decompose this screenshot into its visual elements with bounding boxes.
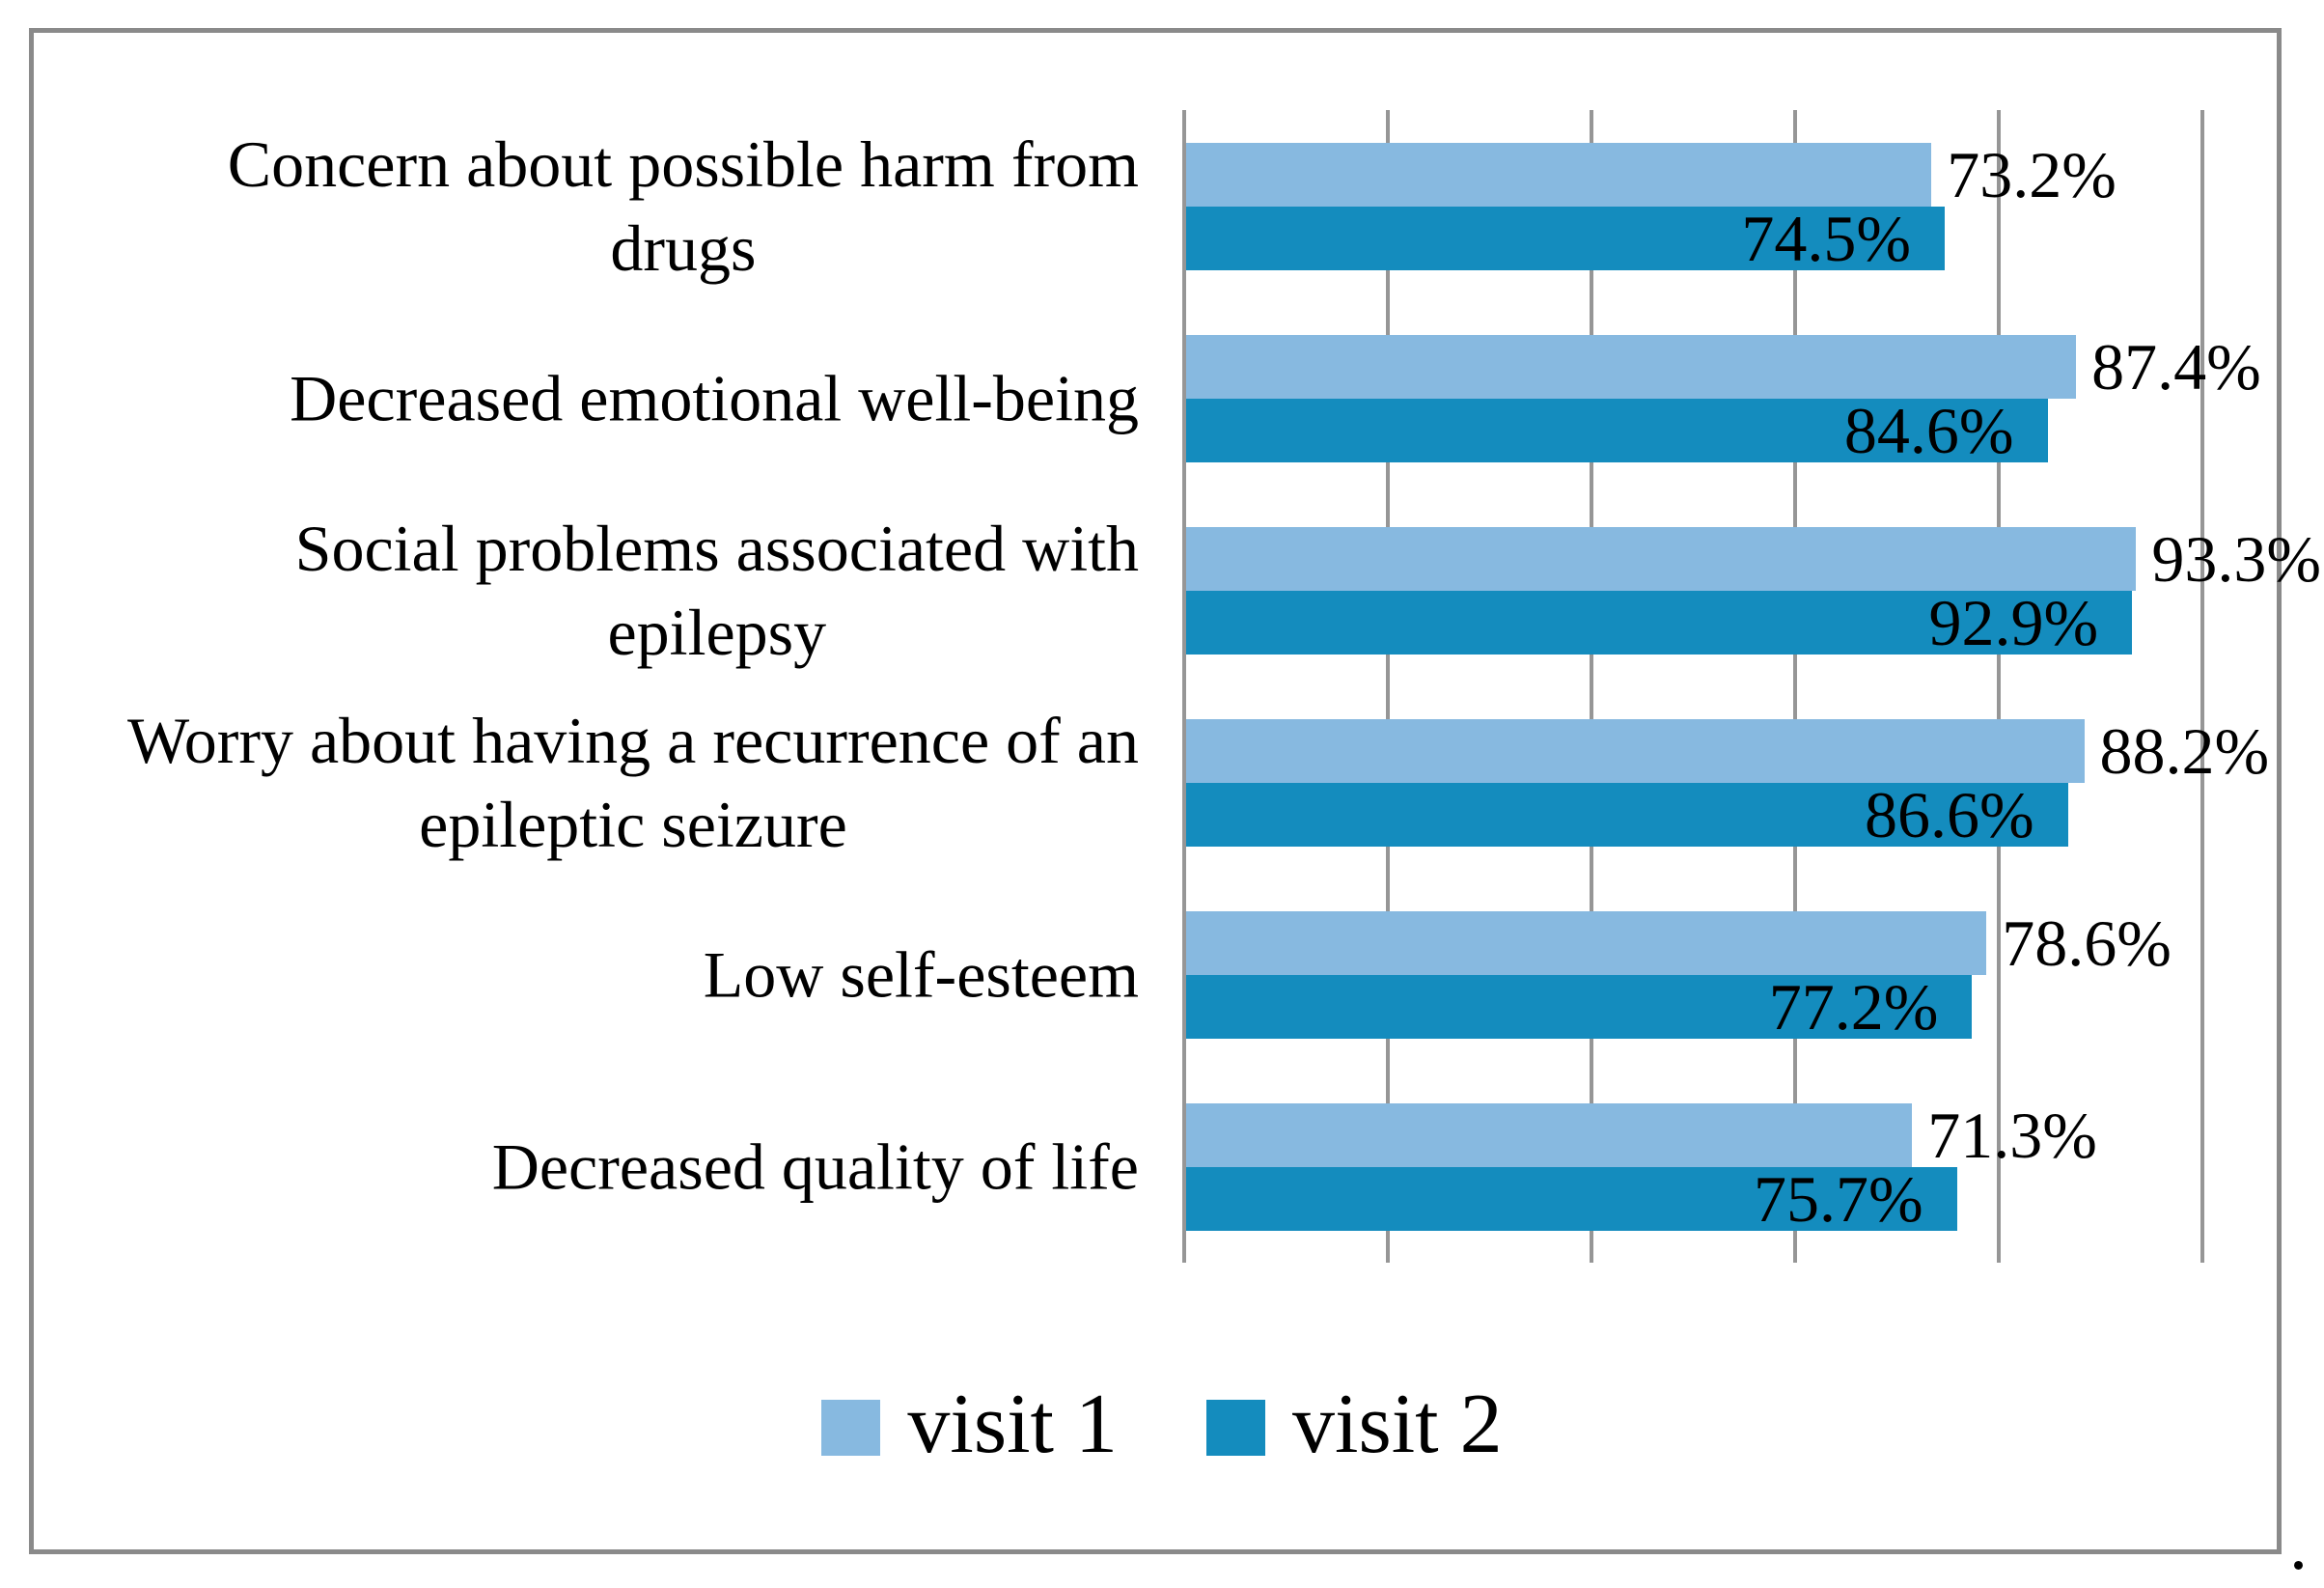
gridline-20pct	[1386, 110, 1390, 1263]
category-label: Social problems associated with epilepsy	[294, 511, 1139, 669]
value-label-visit-2-cat5: 77.2%	[1768, 970, 1939, 1044]
value-label-visit-1-cat5: 78.6%	[2002, 906, 2172, 980]
legend-item-visit-1: visit 1	[821, 1382, 1118, 1473]
category-label-cell: Decreased emotional well-being	[39, 356, 1139, 440]
bar-visit-1-cat1	[1186, 143, 1932, 207]
bar-visit-2-cat4	[1186, 783, 2068, 847]
bar-visit-2-cat2	[1186, 399, 2048, 462]
gridline-80pct	[1997, 110, 2001, 1263]
value-label-visit-1-cat4: 88.2%	[2099, 714, 2270, 788]
bar-visit-1-cat3	[1186, 527, 2137, 591]
bar-visit-2-cat1	[1186, 207, 1945, 270]
category-label-cell: Concern about possible harm from drugs	[39, 123, 1139, 291]
caption-period: .	[2289, 1504, 2308, 1585]
category-label-cell: Low self-esteem	[39, 933, 1139, 1017]
legend-label: visit 2	[1292, 1378, 1503, 1471]
value-label-visit-2-cat1: 74.5%	[1741, 202, 1911, 275]
category-label: Decreased quality of life	[491, 1129, 1139, 1204]
bar-visit-1-cat6	[1186, 1103, 1913, 1167]
category-label: Decreased emotional well-being	[290, 361, 1139, 435]
bar-visit-2-cat6	[1186, 1167, 1957, 1231]
gridline-100pct	[2200, 110, 2204, 1263]
legend-swatch-visit-1	[821, 1400, 881, 1456]
category-label-cell: Worry about having a recurrence of an ep…	[39, 699, 1139, 867]
category-label-cell: Social problems associated with epilepsy	[39, 507, 1139, 675]
value-label-visit-1-cat2: 87.4%	[2091, 330, 2261, 404]
category-label: Worry about having a recurrence of an ep…	[126, 703, 1139, 861]
category-label: Concern about possible harm from drugs	[227, 126, 1139, 285]
value-label-visit-2-cat3: 92.9%	[1928, 586, 2099, 659]
value-label-visit-2-cat4: 86.6%	[1864, 778, 2034, 851]
bar-visit-1-cat4	[1186, 719, 2085, 783]
bar-visit-2-cat3	[1186, 591, 2133, 655]
legend-label: visit 1	[907, 1378, 1118, 1471]
value-label-visit-2-cat6: 75.7%	[1753, 1162, 1923, 1236]
category-label: Low self-esteem	[703, 937, 1139, 1012]
gridline-60pct	[1793, 110, 1797, 1263]
bar-visit-1-cat5	[1186, 911, 1987, 975]
value-label-visit-1-cat1: 73.2%	[1947, 138, 2116, 211]
bar-visit-2-cat5	[1186, 975, 1973, 1039]
bar-visit-1-cat2	[1186, 335, 2077, 399]
value-label-visit-1-cat6: 71.3%	[1927, 1099, 2097, 1172]
category-label-cell: Decreased quality of life	[39, 1125, 1139, 1209]
chart-legend: visit 1 visit 2	[0, 1382, 2324, 1467]
gridline-40pct	[1590, 110, 1593, 1263]
gridline-0pct	[1182, 110, 1186, 1263]
legend-item-visit-2: visit 2	[1206, 1382, 1503, 1473]
value-label-visit-2-cat2: 84.6%	[1843, 394, 2014, 467]
value-label-visit-1-cat3: 93.3%	[2151, 522, 2321, 596]
legend-swatch-visit-2	[1206, 1400, 1265, 1456]
